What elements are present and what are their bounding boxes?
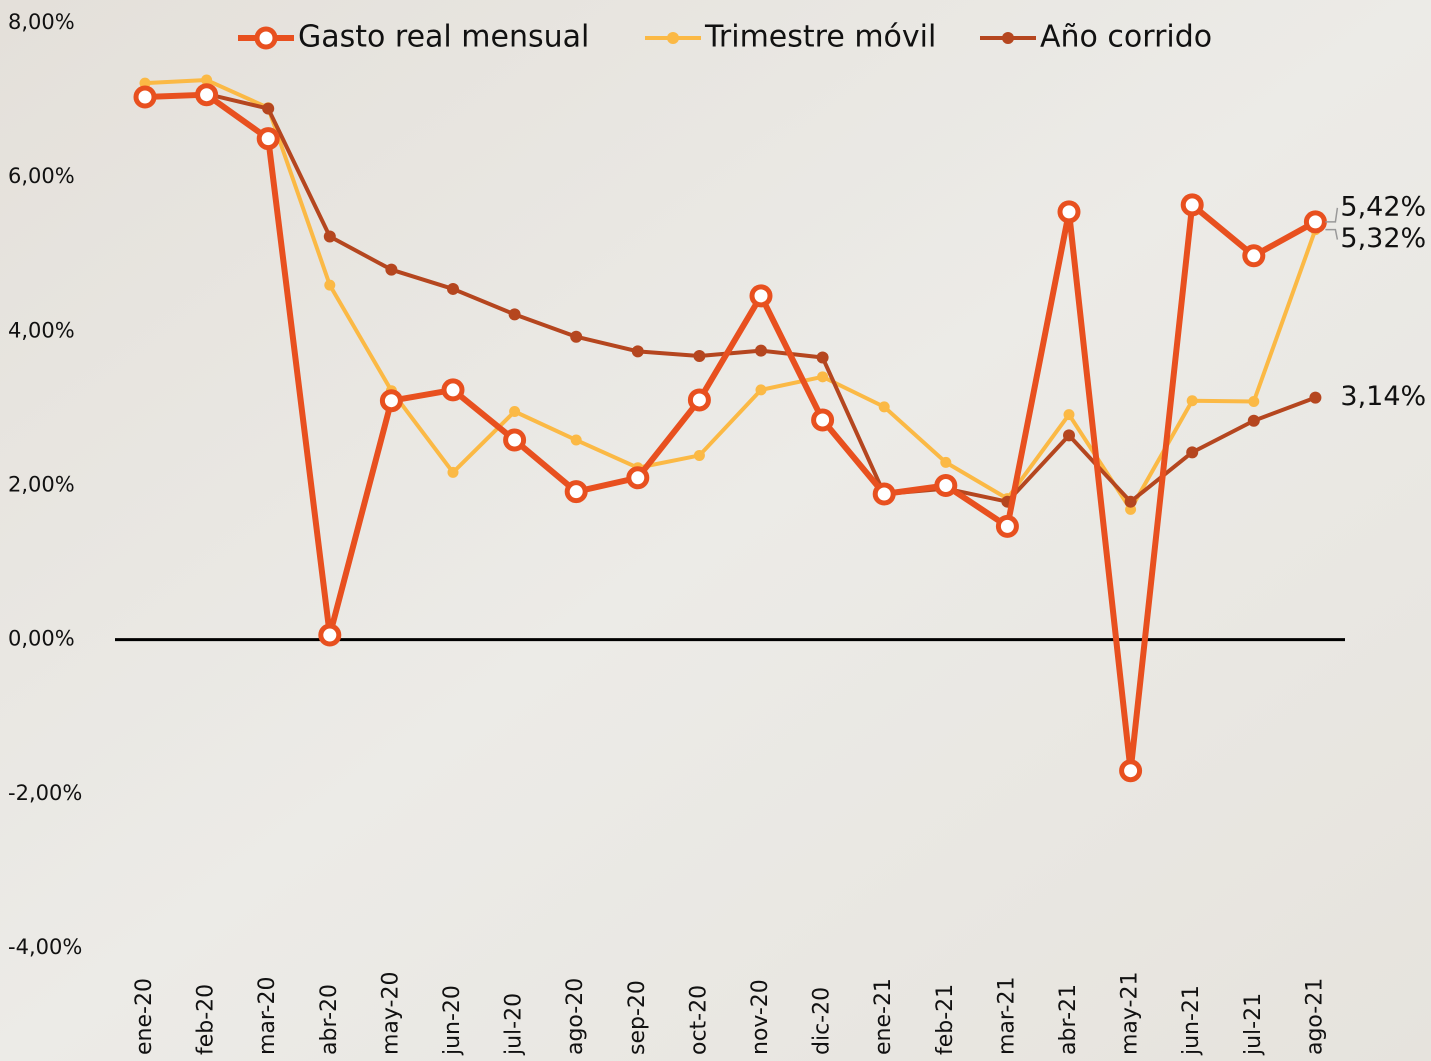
marker	[509, 406, 520, 417]
marker	[875, 485, 893, 503]
marker	[571, 435, 582, 446]
marker	[632, 345, 644, 357]
marker	[1187, 395, 1198, 406]
x-tick-label: abr-21	[1056, 984, 1081, 1055]
marker	[1183, 196, 1201, 214]
marker	[198, 86, 216, 104]
marker	[382, 392, 400, 410]
x-tick-label: mar-21	[994, 977, 1019, 1055]
marker	[321, 626, 339, 644]
marker	[1060, 203, 1078, 221]
x-tick-label: jun-21	[1179, 985, 1204, 1056]
marker	[629, 469, 647, 487]
y-tick-label: -4,00%	[8, 935, 82, 959]
marker	[1122, 762, 1140, 780]
y-tick-label: 2,00%	[8, 473, 75, 497]
marker	[814, 411, 832, 429]
marker	[324, 231, 336, 243]
legend-marker	[1002, 32, 1014, 44]
marker	[940, 457, 951, 468]
legend-label: Gasto real mensual	[298, 20, 589, 55]
value-label: 5,42%	[1340, 191, 1426, 222]
chart: -4,00% -2,00% 0,00% 2,00% 4,00% 6,00% 8,00% ene…	[0, 0, 1431, 1061]
x-tick-label: jun-20	[440, 985, 465, 1056]
marker	[752, 287, 770, 305]
x-tick-label: ene-21	[871, 978, 896, 1055]
marker	[879, 401, 890, 412]
legend-marker	[667, 32, 679, 44]
x-tick-label: feb-21	[933, 984, 958, 1055]
marker	[1248, 396, 1259, 407]
marker	[506, 431, 524, 449]
marker	[324, 280, 335, 291]
x-tick-label: nov-20	[748, 979, 773, 1055]
marker	[1186, 446, 1198, 458]
marker	[444, 381, 462, 399]
x-tick-label: mar-20	[255, 977, 280, 1055]
marker	[570, 331, 582, 343]
x-tick-label: may-20	[378, 972, 403, 1055]
value-label: 5,32%	[1340, 223, 1426, 254]
marker	[1306, 213, 1324, 231]
marker	[1245, 247, 1263, 265]
y-tick-label: 6,00%	[8, 164, 75, 188]
marker	[937, 477, 955, 495]
marker	[1125, 496, 1137, 508]
marker	[509, 308, 521, 320]
marker	[567, 483, 585, 501]
y-tick-label: 8,00%	[8, 10, 75, 34]
x-tick-label: abr-20	[317, 984, 342, 1055]
marker	[690, 391, 708, 409]
x-tick-label: may-21	[1118, 972, 1143, 1055]
x-tick-label: ago-20	[563, 978, 588, 1055]
page: {"chart_data": {"type": "line", "categor…	[0, 0, 1431, 1061]
marker	[1064, 409, 1075, 420]
y-tick-label: 4,00%	[8, 318, 75, 342]
marker	[447, 283, 459, 295]
x-tick-label: feb-20	[194, 984, 219, 1055]
y-tick-label: -2,00%	[8, 781, 82, 805]
legend-label: Trimestre móvil	[704, 20, 936, 55]
marker	[259, 130, 277, 148]
legend-marker	[257, 29, 275, 47]
marker	[756, 384, 767, 395]
marker	[693, 350, 705, 362]
x-tick-label: ago-21	[1302, 978, 1327, 1055]
marker	[448, 467, 459, 478]
marker	[817, 352, 829, 364]
x-tick-label: oct-20	[686, 985, 711, 1055]
marker	[1248, 415, 1260, 427]
marker	[694, 450, 705, 461]
x-tick-label: sep-20	[625, 980, 650, 1055]
marker	[817, 371, 828, 382]
marker	[385, 264, 397, 276]
x-tick-label: jul-21	[1241, 993, 1266, 1056]
x-tick-label: dic-20	[810, 987, 835, 1055]
x-tick-label: jul-20	[502, 993, 527, 1056]
marker	[262, 103, 274, 115]
y-tick-label: 0,00%	[8, 627, 75, 651]
legend-label: Año corrido	[1040, 20, 1212, 55]
x-tick-label: ene-20	[132, 978, 157, 1055]
marker	[136, 88, 154, 106]
marker	[1063, 429, 1075, 441]
marker	[998, 517, 1016, 535]
marker	[1309, 392, 1321, 404]
marker	[755, 345, 767, 357]
background	[0, 0, 1431, 1061]
value-label: 3,14%	[1340, 381, 1426, 412]
